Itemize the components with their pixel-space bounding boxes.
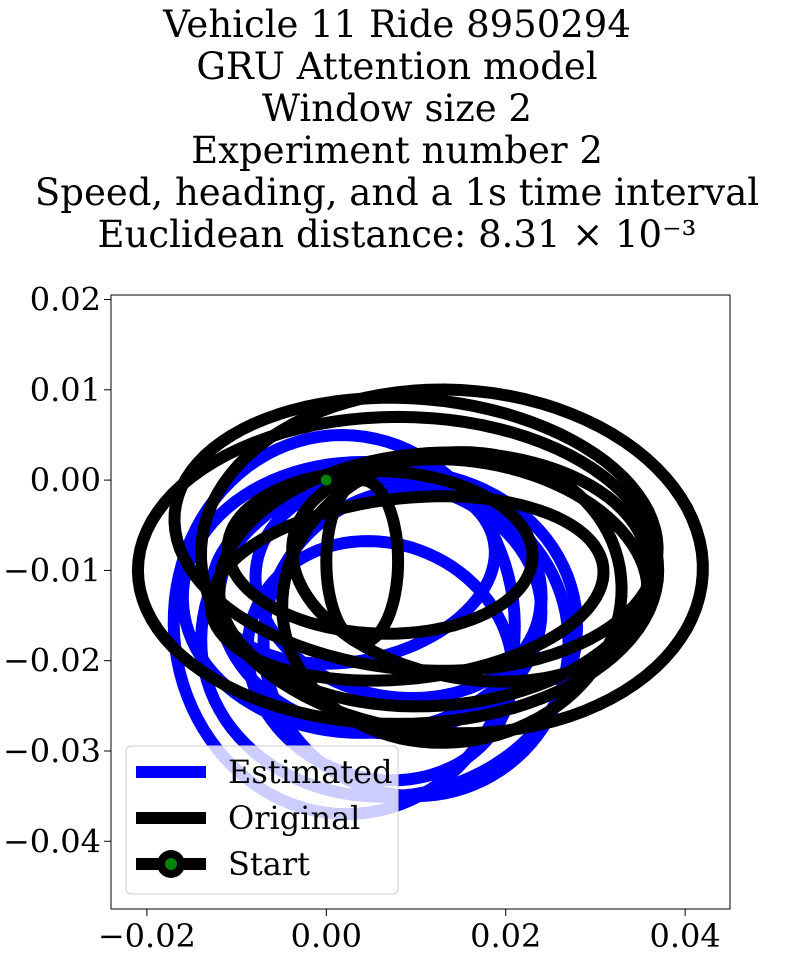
legend-label-original: Original [228,799,360,837]
x-tick-label: 0.02 [470,917,541,955]
series-estimated-loop-8 [241,535,519,787]
x-tick-label: 0.00 [291,917,362,955]
y-tick-label: −0.04 [3,822,101,860]
y-tick-label: 0.00 [30,461,101,499]
title-line-1: Vehicle 11 Ride 8950294 [163,3,631,46]
series-original-loop-8 [276,446,628,749]
y-tick-label: −0.01 [3,551,101,589]
series-original [131,383,709,749]
y-tick-label: 0.02 [30,281,101,319]
title-line-2: GRU Attention model [196,45,598,88]
x-tick-label: 0.04 [650,917,721,955]
x-tick-label: −0.02 [98,917,196,955]
title-line-3: Window size 2 [262,87,532,130]
y-tick-label: −0.03 [3,732,101,770]
series-original-loop-1 [195,383,709,740]
y-tick-label: −0.02 [3,642,101,680]
series-original-loop-7 [221,464,539,640]
legend-box [125,745,399,895]
legend-label-start: Start [228,845,310,883]
y-tick-label: 0.01 [30,371,101,409]
title-line-5: Speed, heading, and a 1s time interval [34,171,760,214]
plot-data [131,383,709,821]
series-original-loop-4 [131,410,665,730]
title-line-6: Euclidean distance: 8.31 × 10⁻³ [97,213,697,256]
start-point-marker [319,473,333,487]
legend: Estimated Original Start [125,745,399,895]
legend-start-dot [165,858,177,870]
legend-label-estimated: Estimated [228,753,393,791]
chart-title: Vehicle 11 Ride 8950294 GRU Attention mo… [0,4,794,256]
plot-frame [110,294,731,910]
title-line-4: Experiment number 2 [191,129,603,172]
series-original-loop-9 [320,474,405,649]
series-original-loop-2 [168,391,664,677]
